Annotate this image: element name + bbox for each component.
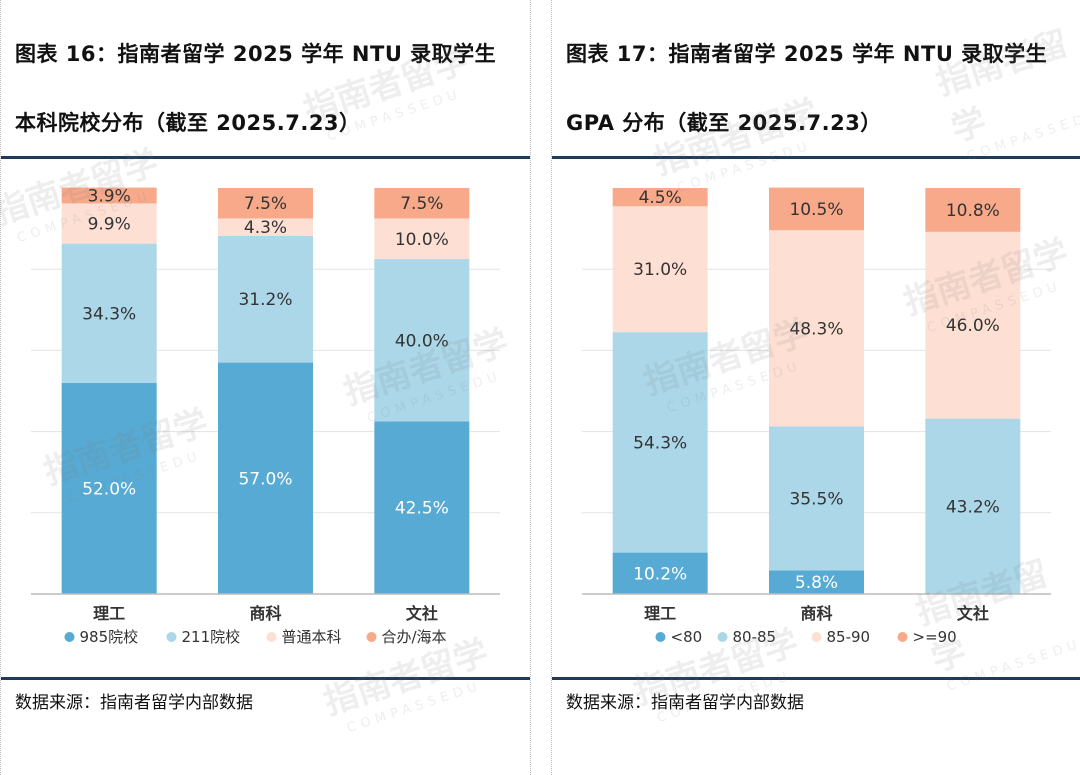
data-source-note: 数据来源：指南者留学内部数据 (15, 693, 253, 713)
bar-segment (374, 188, 470, 219)
title-divider (1, 156, 530, 159)
legend-label: 985院校 (80, 628, 139, 646)
source-divider (1, 677, 530, 680)
x-tick-label: 理工 (644, 604, 676, 623)
legend-label: <80 (671, 628, 703, 646)
legend-marker (266, 632, 277, 642)
chart-title-line2: GPA 分布（截至 2025.7.23） (566, 111, 882, 135)
bar-segment (769, 570, 864, 594)
bar-segment (769, 187, 864, 231)
bar-segment (925, 188, 1021, 232)
data-label: 34.3% (82, 304, 136, 324)
title-divider (552, 156, 1080, 159)
data-label: 43.2% (946, 497, 1000, 517)
data-label: 4.3% (244, 218, 287, 238)
bar-segment (612, 206, 708, 333)
bar-segment (374, 218, 470, 260)
x-tick-label: 理工 (93, 604, 125, 623)
data-label: 31.2% (238, 290, 292, 310)
legend-label: 80-85 (733, 628, 777, 646)
data-label: 10.8% (946, 201, 1000, 221)
bar-segment (374, 259, 470, 422)
bar-segment (218, 235, 313, 363)
chart-title-line1: 图表 16：指南者留学 2025 学年 NTU 录取学生 (15, 42, 497, 66)
legend-label: 211院校 (182, 628, 241, 646)
legend-marker (366, 632, 377, 642)
data-label: 7.5% (400, 194, 443, 214)
bar-segment (218, 188, 313, 219)
bar-segment (612, 332, 708, 553)
data-label: 10.5% (789, 200, 843, 220)
bar-segment (218, 362, 313, 594)
bar-segment (925, 418, 1021, 594)
legend-marker (897, 632, 908, 642)
data-label: 5.8% (795, 573, 838, 593)
data-label: 31.0% (633, 260, 687, 280)
data-label: 4.5% (639, 188, 682, 208)
legend-marker (811, 632, 822, 642)
chart-title-line2: 本科院校分布（截至 2025.7.23） (15, 111, 361, 135)
stacked-bar-chart-gpa-distribution: 10.2% 54.3% 31.0% 4.5% 理工 5.8% 35.5% 48.3% 10.5%… (582, 187, 1051, 646)
x-tick-label: 商科 (249, 604, 281, 623)
bar-segment (769, 230, 864, 427)
data-label: 40.0% (395, 331, 449, 351)
bar-segment (61, 187, 157, 204)
legend-marker (64, 632, 75, 642)
x-tick-label: 商科 (800, 604, 832, 623)
chart-panel-right: 图表 17：指南者留学 2025 学年 NTU 录取学生 GPA 分布（截至 2… (551, 0, 1080, 775)
bar-segment (61, 243, 157, 383)
chart-title-line1: 图表 17：指南者留学 2025 学年 NTU 录取学生 (566, 42, 1048, 66)
data-label: 7.5% (244, 194, 287, 214)
bar-segment (612, 552, 708, 594)
data-label: 54.3% (633, 433, 687, 453)
legend-label: 合办/海本 (382, 628, 447, 646)
legend-marker (717, 632, 728, 642)
bar-segment (925, 231, 1021, 419)
legend-label: >=90 (913, 628, 957, 646)
legend-label: 普通本科 (282, 628, 342, 646)
data-label: 9.9% (88, 215, 131, 235)
legend-marker (655, 632, 666, 642)
bar-segment (218, 218, 313, 236)
data-label: 46.0% (946, 316, 1000, 336)
legend-label: 85-90 (827, 628, 871, 646)
data-label: 48.3% (789, 319, 843, 339)
chart-panel-left: 图表 16：指南者留学 2025 学年 NTU 录取学生 本科院校分布（截至 2… (0, 0, 531, 775)
x-tick-label: 文社 (406, 604, 438, 623)
bar-segment (769, 426, 864, 571)
stacked-bar-chart-school-distribution: 52.0% 34.3% 9.9% 3.9% 理工 57.0% 31.2% 4.3% 7.5% 商科… (31, 187, 500, 646)
data-label: 10.2% (633, 564, 687, 584)
data-label: 42.5% (395, 499, 449, 519)
bar-segment (612, 188, 708, 207)
data-label: 10.0% (395, 230, 449, 250)
x-tick-label: 文社 (957, 604, 989, 623)
source-divider (552, 677, 1080, 680)
bar-segment (61, 203, 157, 244)
data-source-note: 数据来源：指南者留学内部数据 (566, 693, 804, 713)
bar-segment (61, 382, 157, 594)
data-label: 3.9% (88, 187, 131, 207)
bar-segment (374, 421, 470, 594)
data-label: 35.5% (789, 489, 843, 509)
data-label: 52.0% (82, 479, 136, 499)
legend-marker (166, 632, 177, 642)
data-label: 57.0% (238, 469, 292, 489)
